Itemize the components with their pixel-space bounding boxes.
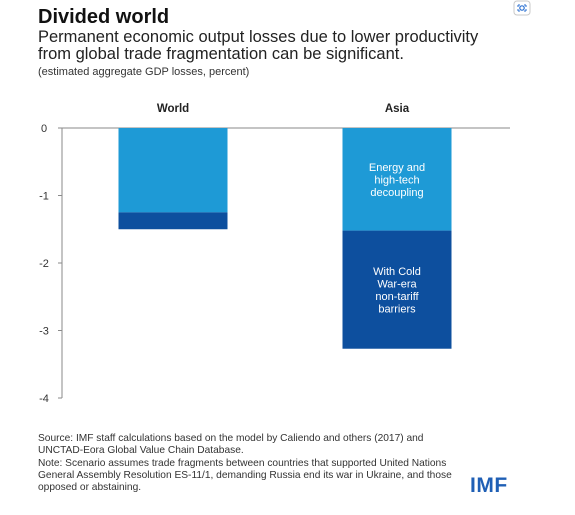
chart-unit-note: (estimated aggregate GDP losses, percent… [38,66,250,78]
expand-icon[interactable] [513,0,531,16]
y-tick-label: -1 [39,191,49,203]
chart-footer: Source: IMF staff calculations based on … [38,433,468,494]
bar-asia-series-0 [342,128,452,231]
series-annotation: Energy and high-tech decoupling [369,162,425,199]
bar-world-series-1 [118,212,228,230]
bar-world-series-0 [118,128,228,213]
bar-chart: 0 -1 -2 -3 -4 World Asia Energy and high-tech dec… [39,103,510,405]
note-text: Note: Scenario assumes trade fragments b… [38,457,452,494]
category-label: Asia [385,103,410,115]
category-label: World [157,103,189,115]
y-tick-label: -3 [39,326,49,338]
y-tick-label: -2 [39,258,49,270]
source-text: Source: IMF staff calculations based on … [38,433,424,457]
imf-logo: IMF [470,474,508,497]
y-tick-label: 0 [41,123,47,135]
chart-title: Divided world [38,6,170,28]
series-annotation: With Cold War-era non-tariff barriers [373,266,421,316]
bar-asia-series-1 [342,230,452,349]
y-tick-label: -4 [39,393,49,405]
chart-subtitle: Permanent economic output losses due to … [38,28,479,63]
